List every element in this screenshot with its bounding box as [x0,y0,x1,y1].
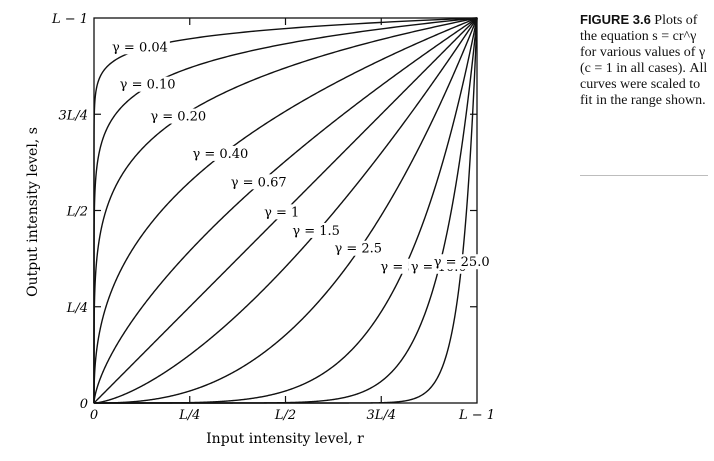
curve-label-background [110,39,170,55]
curve-label: γ = 1.5 [292,224,340,239]
curve-label-background [262,204,302,220]
y-axis-label: Output intensity level, s [25,127,41,297]
curve-gamma-0-4 [93,17,478,403]
curve-label: γ = 1 [264,205,299,220]
x-axis-label: Input intensity level, r [206,431,364,447]
x-tick-label: 3L/4 [366,408,396,423]
x-tick-label: L/4 [178,408,200,423]
curve-label-background [332,240,385,256]
x-tick-label: 0 [90,408,98,423]
caption-text: Plots of the equation s = cr^γ for vario… [580,13,708,108]
curve-label: γ = 2.5 [334,242,382,257]
curve-label: γ = 0.40 [192,147,248,162]
curve-gamma-0-67 [93,17,478,404]
y-tick-label: L/2 [66,205,88,220]
curve-label: γ = 25.0 [434,255,490,270]
curve-label-background [117,76,178,92]
curve-label-background [228,174,289,190]
curve-labels: γ = 0.04 γ = 0.10 γ = 0.20 γ = 0.40 γ = 0.67… [110,39,492,275]
curve-label: γ = 0.04 [112,40,168,55]
x-tick-label: L − 1 [458,408,495,423]
y-tick-label: 3L/4 [58,108,88,123]
curve-label-background [431,254,492,270]
curve-gamma-2-5 [94,17,478,404]
curve-label: γ = 0.20 [150,110,206,125]
curve-label-background [290,222,342,238]
caption-divider [580,175,708,176]
curve-label-background [148,108,209,124]
y-tick-label: 0 [80,397,88,412]
x-tick-label: L/2 [274,408,296,423]
plot-area [93,17,478,404]
curve-label: γ = 0.10 [120,78,176,93]
axis-ticks: 0 L/4 L/2 3L/4 L − 1 0 L/4 L/2 3L/4 L − 1 [51,12,495,423]
curve-label: γ = 0.67 [231,175,287,190]
figure-caption: FIGURE 3.6 Plots of the equation s = cr^… [580,12,708,109]
y-tick-label: L/4 [66,301,88,316]
y-tick-label: L − 1 [51,12,88,27]
curve-gamma-0-2 [93,17,478,403]
figure-label: FIGURE 3.6 [580,12,651,27]
curve-label-background [190,145,251,161]
curve-gamma-1-5 [93,17,478,404]
